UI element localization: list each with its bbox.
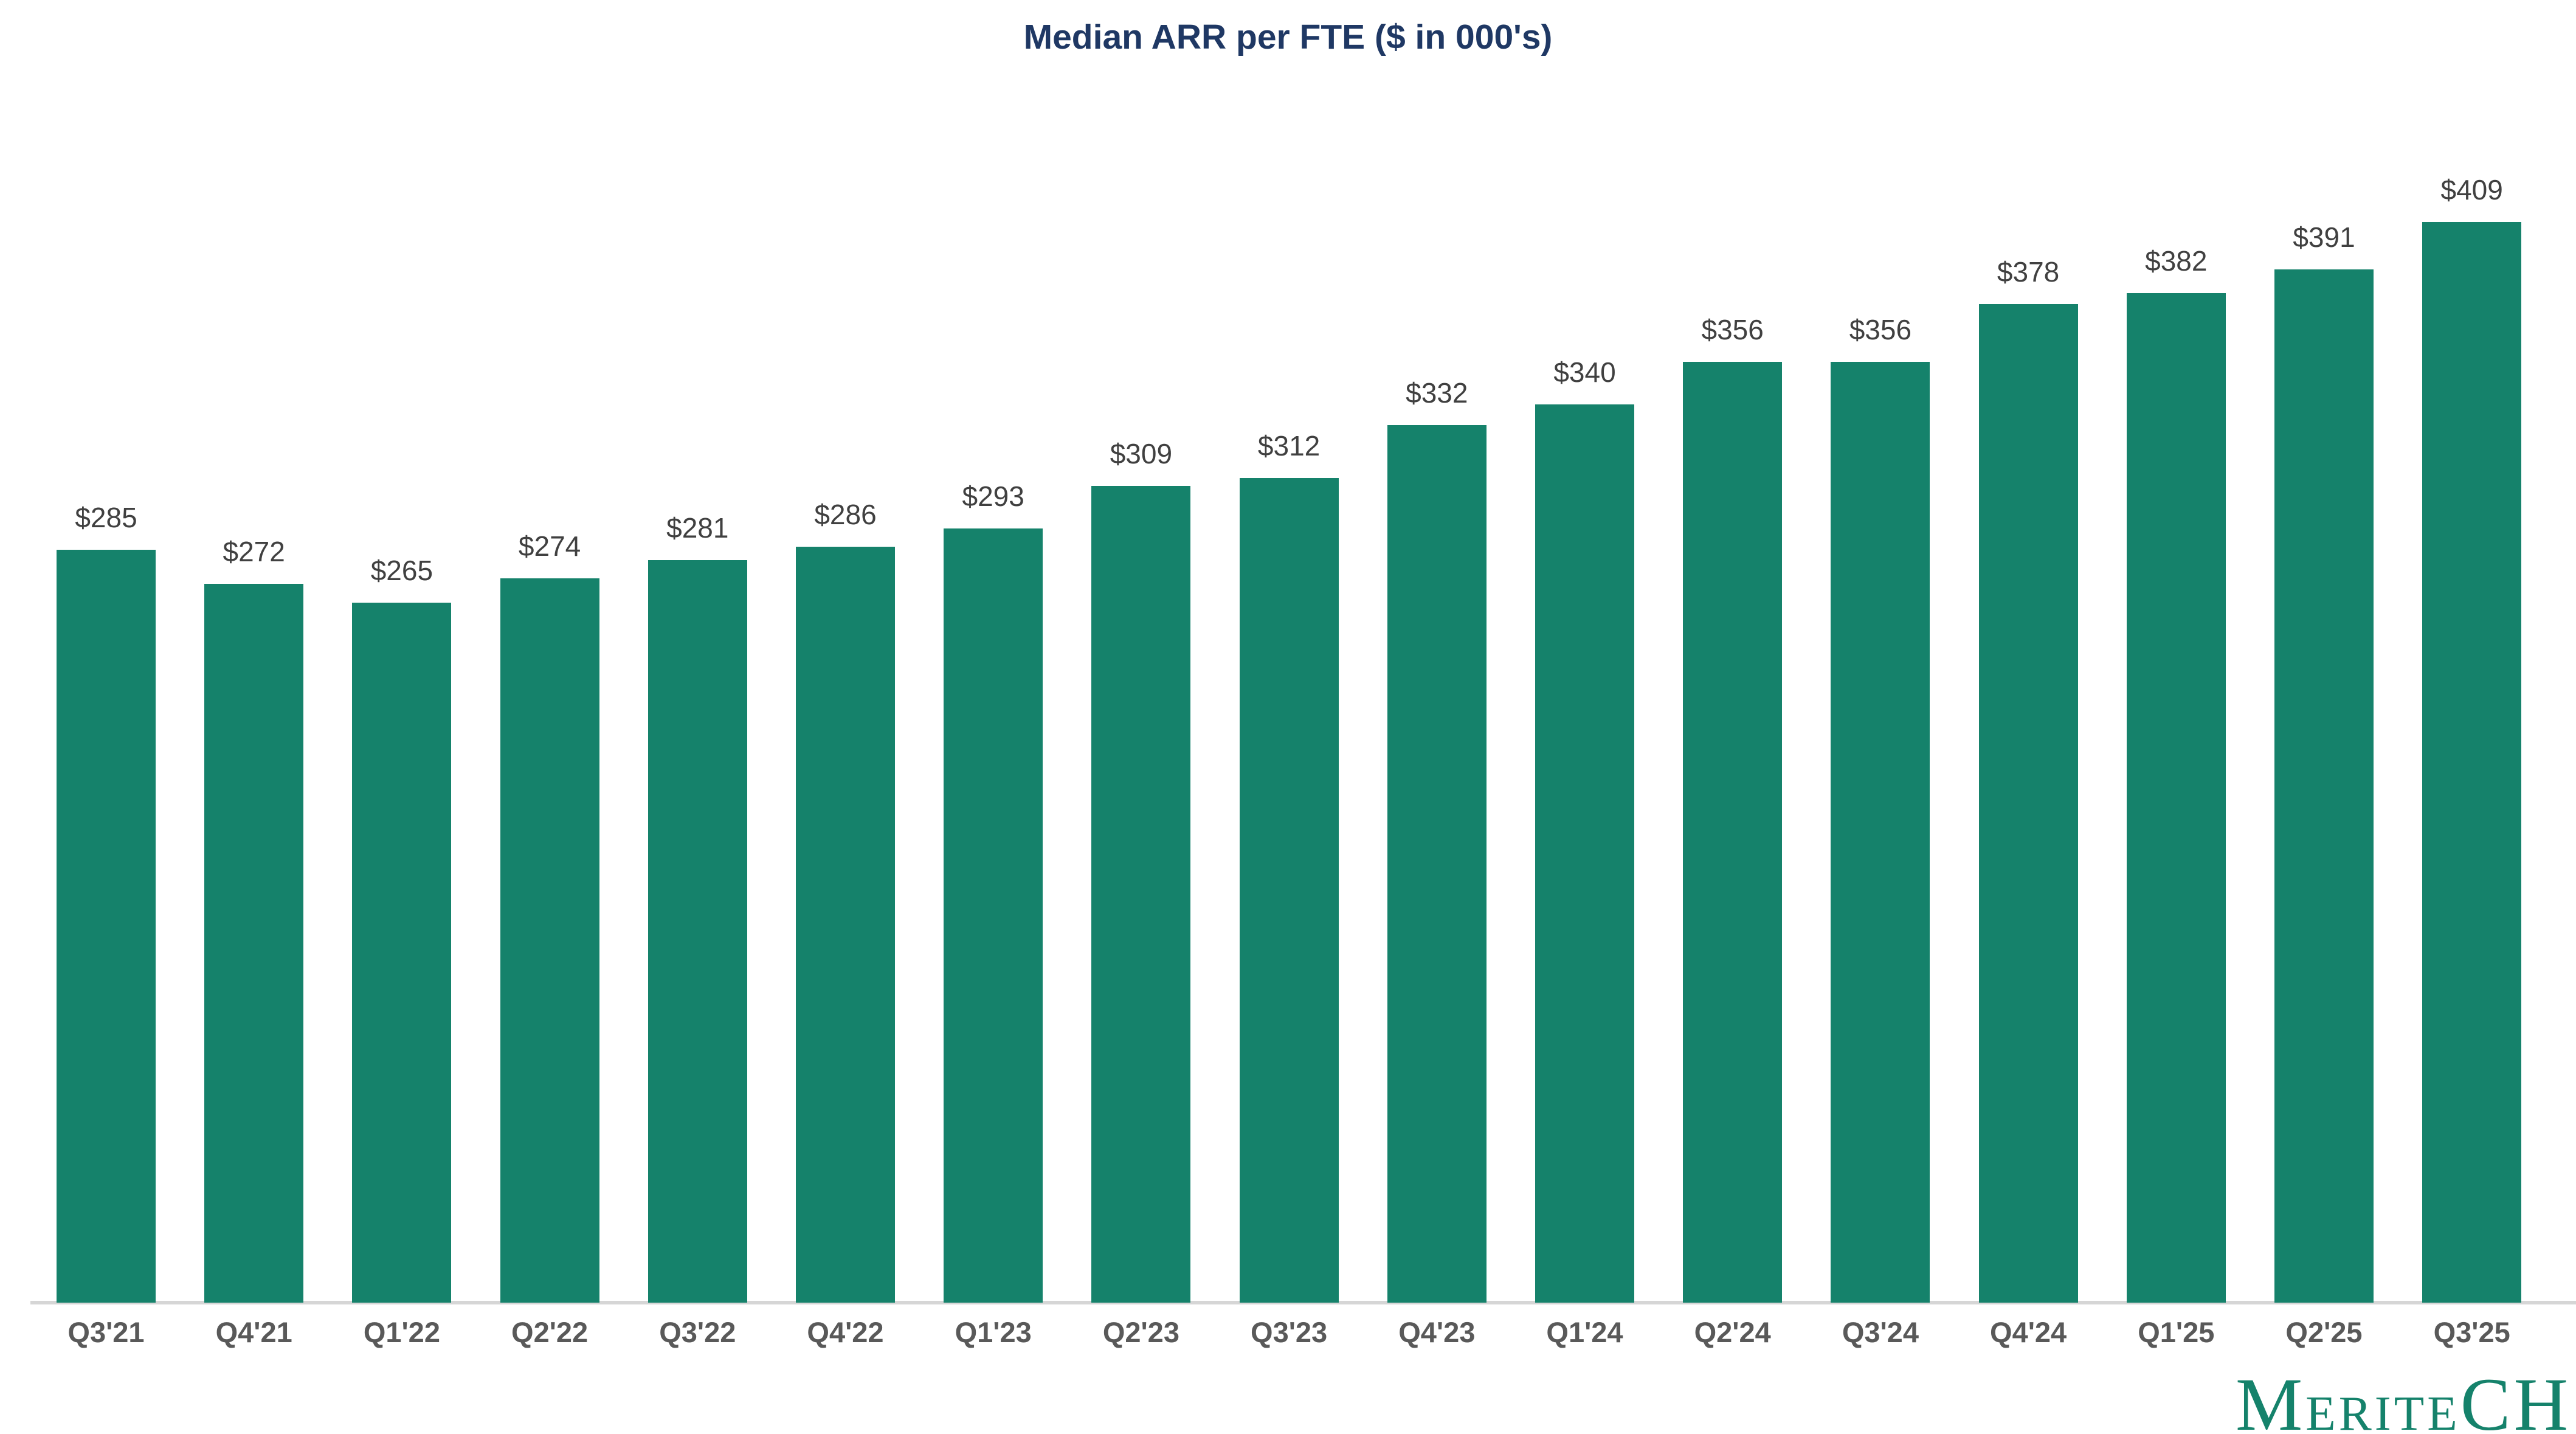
x-axis-tick-label: Q1'23 — [955, 1316, 1032, 1348]
bar-value-label: $340 — [1553, 356, 1616, 388]
x-axis-tick-label: Q1'22 — [363, 1316, 440, 1348]
bar-value-label: $356 — [1849, 314, 1912, 346]
bar — [647, 560, 747, 1303]
bar — [796, 547, 895, 1303]
bar — [2126, 293, 2226, 1303]
x-axis-line — [30, 1301, 2576, 1304]
bar — [1091, 486, 1191, 1303]
bar-value-label: $382 — [2145, 245, 2208, 277]
x-axis-tick-label: Q3'21 — [67, 1316, 145, 1348]
x-axis-tick-label: Q4'24 — [1990, 1316, 2067, 1348]
bar — [500, 578, 599, 1303]
chart-title: Median ARR per FTE ($ in 000's) — [1023, 18, 1553, 57]
bar-value-label: $309 — [1110, 438, 1173, 470]
bar — [352, 602, 452, 1303]
bar — [2274, 269, 2374, 1303]
x-axis-tick-label: Q1'25 — [2138, 1316, 2215, 1348]
bar — [1683, 362, 1783, 1303]
bar — [204, 584, 304, 1303]
x-axis-tick-label: Q2'25 — [2285, 1316, 2363, 1348]
bar — [1387, 425, 1487, 1303]
bar — [1239, 478, 1339, 1303]
logo-letters-last: CH — [2460, 1363, 2571, 1434]
x-axis-tick-label: Q2'23 — [1102, 1316, 1179, 1348]
logo-letters-middle: ERITE — [2305, 1386, 2460, 1434]
bar — [1831, 362, 1930, 1303]
bar-value-label: $312 — [1257, 430, 1321, 462]
x-axis-tick-label: Q1'24 — [1546, 1316, 1623, 1348]
x-axis-tick-label: Q3'25 — [2433, 1316, 2510, 1348]
bar-value-label: $378 — [1997, 255, 2060, 288]
x-axis-tick-label: Q3'22 — [659, 1316, 736, 1348]
bar-value-label: $391 — [2293, 221, 2355, 254]
bar-value-label: $332 — [1406, 377, 1468, 409]
x-axis-tick-label: Q2'22 — [511, 1316, 589, 1348]
bar-value-label: $356 — [1701, 314, 1764, 346]
bar — [57, 549, 156, 1303]
bar-value-label: $285 — [75, 501, 137, 533]
bar-value-label: $274 — [518, 530, 581, 563]
bar — [1978, 303, 2078, 1303]
bar — [944, 528, 1043, 1303]
bar — [1535, 404, 1634, 1303]
bar-value-label: $409 — [2440, 173, 2503, 206]
meritech-logo: MERITECH — [2236, 1367, 2571, 1434]
x-axis-tick-label: Q4'21 — [215, 1316, 292, 1348]
x-axis-tick-label: Q3'24 — [1842, 1316, 1919, 1348]
x-axis-tick-label: Q3'23 — [1251, 1316, 1328, 1348]
bar-value-label: $293 — [962, 480, 1024, 512]
bar-value-label: $281 — [666, 512, 729, 544]
bar-value-label: $265 — [370, 554, 433, 586]
bar-value-label: $286 — [814, 499, 877, 531]
x-axis-tick-label: Q4'23 — [1398, 1316, 1476, 1348]
x-axis-tick-label: Q4'22 — [807, 1316, 884, 1348]
bar-value-label: $272 — [223, 536, 285, 568]
logo-letter-first: M — [2236, 1363, 2306, 1434]
x-axis-tick-label: Q2'24 — [1694, 1316, 1771, 1348]
bar — [2422, 221, 2522, 1303]
